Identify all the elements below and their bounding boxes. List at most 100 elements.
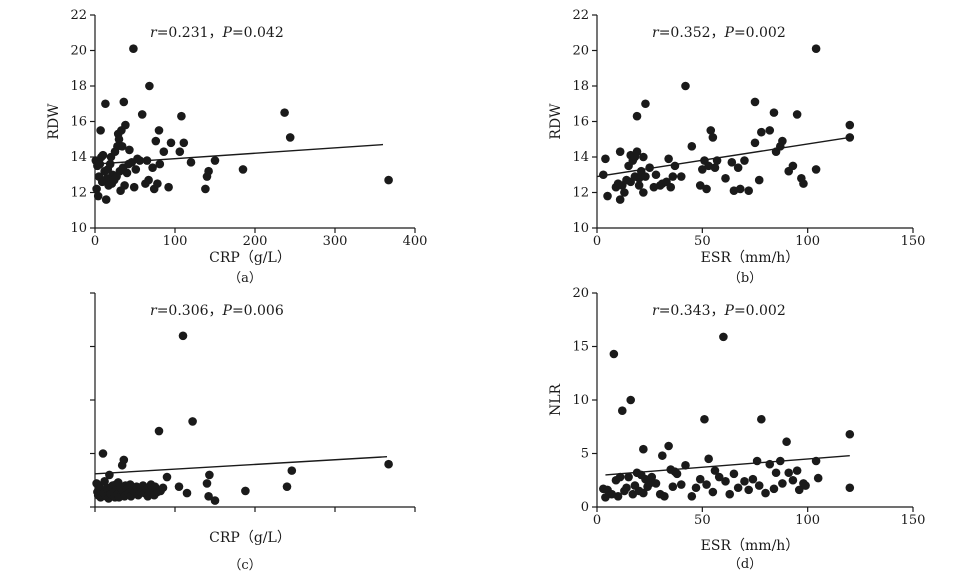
x-tick-label: 0 (91, 234, 99, 249)
annotation-part: P (222, 25, 233, 41)
y-tick-label: 20 (572, 44, 589, 59)
data-point (811, 44, 821, 54)
trend-line-b (596, 136, 850, 178)
data-point (101, 195, 111, 204)
y-tick-label: 20 (572, 286, 589, 301)
annotation-part: P (222, 303, 233, 319)
data-point (708, 487, 718, 497)
y-tick-label: 18 (572, 79, 589, 94)
data-point (702, 480, 711, 489)
correlation-annotation: r=0.231，P=0.042 (150, 25, 284, 41)
data-point (628, 489, 638, 499)
data-point (845, 483, 855, 493)
data-point (639, 488, 648, 498)
data-point (752, 456, 762, 466)
x-tick-label: 100 (795, 513, 820, 528)
data-point (769, 108, 779, 117)
data-point (177, 111, 186, 121)
x-axis-label: ESR（mm/h） (701, 538, 800, 554)
data-point (771, 468, 781, 478)
data-point (765, 126, 775, 135)
data-point (721, 477, 730, 486)
data-point (166, 138, 176, 148)
data-point (666, 182, 676, 192)
data-point (114, 134, 124, 144)
data-point (641, 99, 650, 109)
x-tick-label: 150 (901, 234, 926, 249)
data-point (702, 184, 711, 194)
data-point (153, 179, 162, 188)
data-point (668, 482, 678, 491)
y-tick-label: 22 (572, 8, 589, 23)
data-point (733, 163, 743, 172)
data-point (698, 165, 707, 174)
data-point (725, 489, 735, 499)
y-tick-label: 5 (581, 447, 589, 462)
data-point (664, 154, 673, 164)
data-point (599, 170, 608, 180)
annotation-part: =0.002 (734, 303, 786, 319)
x-tick-label: 0 (593, 234, 601, 249)
data-point (672, 469, 682, 479)
data-point (813, 473, 823, 483)
data-point (632, 111, 642, 121)
data-point (125, 145, 134, 155)
data-point (761, 488, 770, 498)
data-point (676, 172, 686, 181)
axes-c (94, 293, 415, 508)
data-point (706, 126, 716, 135)
data-point (748, 474, 758, 484)
data-point (811, 165, 821, 174)
data-point (687, 142, 697, 151)
data-point (159, 147, 169, 156)
data-point (647, 472, 657, 482)
y-axis-label: RDW (548, 103, 564, 140)
x-tick-label: 100 (163, 234, 188, 249)
data-point (174, 482, 184, 491)
annotation-part: =0.343， (659, 303, 725, 319)
data-point (632, 147, 642, 156)
y-tick-label: 12 (70, 186, 87, 201)
y-tick-label: 14 (70, 150, 87, 165)
data-point (660, 492, 669, 501)
data-point (210, 496, 220, 505)
data-point (280, 108, 289, 117)
annotation-part: =0.352， (659, 25, 725, 41)
trend-line-a (94, 143, 384, 165)
data-point (778, 479, 787, 488)
y-tick-label: 16 (70, 115, 87, 130)
data-point (651, 479, 661, 488)
data-point (201, 184, 210, 194)
annotation-part: =0.042 (232, 25, 284, 41)
data-point (285, 133, 295, 142)
data-point (615, 147, 625, 156)
data-point (162, 472, 172, 482)
data-point (96, 126, 105, 135)
data-point (188, 417, 197, 426)
data-point (664, 441, 673, 451)
data-point (700, 414, 709, 424)
data-point (719, 332, 728, 342)
annotation-part: =0.306， (157, 303, 223, 319)
annotation-part: =0.231， (157, 25, 223, 41)
trend-line-d (605, 454, 850, 476)
data-point (287, 466, 297, 475)
annotation-part: r (150, 303, 158, 319)
y-axis-label: RDW (46, 103, 62, 140)
data-point (119, 455, 129, 465)
y-axis-label: NLR (548, 384, 564, 417)
data-point (622, 483, 631, 493)
annotation-part: r (652, 25, 660, 41)
data-point (710, 163, 720, 172)
x-axis-label: CRP（g/L） (209, 250, 291, 266)
axes-a (94, 15, 415, 229)
data-point (735, 184, 745, 194)
data-point (727, 158, 737, 167)
annotation-part: r (150, 25, 158, 41)
data-point (639, 188, 648, 197)
data-point (241, 486, 250, 496)
data-point (695, 181, 705, 190)
x-tick-label: 100 (795, 234, 820, 249)
data-point (105, 159, 115, 169)
data-point (144, 175, 153, 185)
